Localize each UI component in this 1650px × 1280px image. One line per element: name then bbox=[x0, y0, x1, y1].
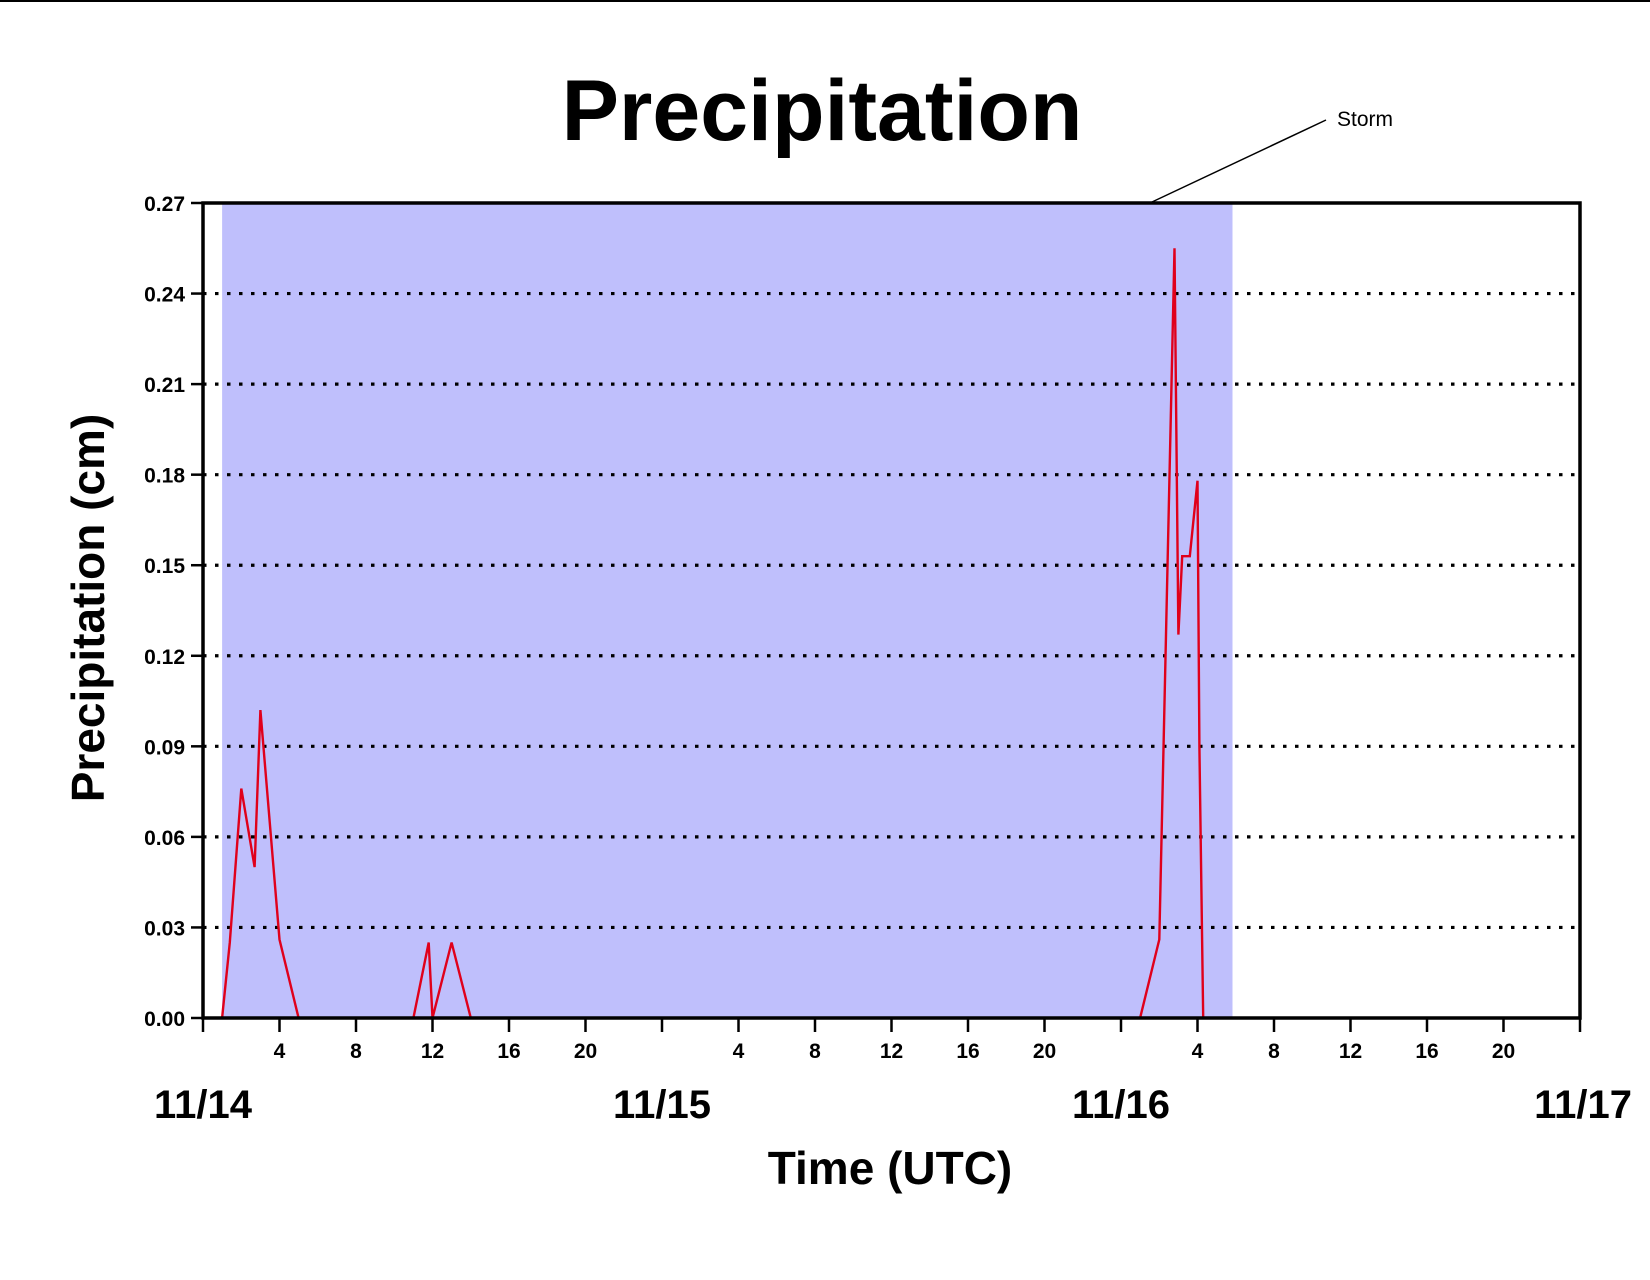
x-tick-label: 20 bbox=[1033, 1040, 1056, 1063]
y-axis-title: Precipitation (cm) bbox=[62, 414, 114, 803]
y-tick-label: 0.06 bbox=[144, 827, 185, 850]
chart-title: Precipitation bbox=[562, 63, 1083, 159]
x-tick-label: 12 bbox=[880, 1040, 903, 1063]
x-tick-label: 16 bbox=[956, 1040, 979, 1063]
y-tick-label: 0.27 bbox=[144, 193, 185, 216]
x-tick-label: 20 bbox=[1492, 1040, 1515, 1063]
x-axis-title: Time (UTC) bbox=[768, 1142, 1013, 1194]
x-tick-label: 8 bbox=[1268, 1040, 1280, 1063]
top-border-rule bbox=[0, 0, 1650, 2]
x-day-label: 11/17 bbox=[1534, 1083, 1632, 1127]
x-day-label: 11/14 bbox=[154, 1083, 253, 1127]
x-tick-label: 4 bbox=[1192, 1040, 1204, 1063]
x-tick-label: 12 bbox=[1339, 1040, 1362, 1063]
y-tick-label: 0.21 bbox=[144, 374, 185, 397]
y-tick-label: 0.00 bbox=[144, 1008, 185, 1031]
y-tick-label: 0.15 bbox=[144, 555, 185, 578]
storm-period-band bbox=[222, 203, 1233, 1018]
x-tick-label: 4 bbox=[274, 1040, 286, 1063]
x-tick-label: 20 bbox=[574, 1040, 597, 1063]
x-tick-label: 16 bbox=[1415, 1040, 1438, 1063]
storm-annotation-label: Storm bbox=[1337, 108, 1393, 131]
storm-annotation-leader bbox=[1151, 119, 1327, 203]
x-tick-label: 8 bbox=[809, 1040, 821, 1063]
x-day-label: 11/15 bbox=[613, 1083, 711, 1127]
y-tick-label: 0.24 bbox=[144, 284, 185, 307]
x-tick-label: 12 bbox=[421, 1040, 444, 1063]
precipitation-series-line bbox=[203, 248, 1580, 1020]
y-tick-label: 0.18 bbox=[144, 465, 185, 488]
x-day-label: 11/16 bbox=[1072, 1083, 1170, 1127]
x-tick-label: 4 bbox=[733, 1040, 745, 1063]
x-tick-label: 16 bbox=[497, 1040, 520, 1063]
x-tick-label: 8 bbox=[350, 1040, 362, 1063]
y-tick-label: 0.03 bbox=[144, 917, 185, 940]
y-tick-label: 0.12 bbox=[144, 646, 185, 669]
y-tick-label: 0.09 bbox=[144, 736, 185, 759]
